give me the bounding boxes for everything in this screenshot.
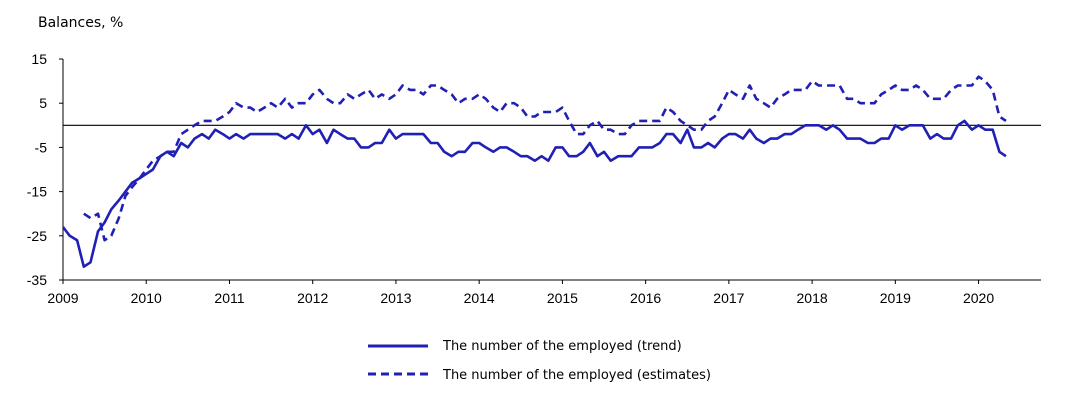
y-tick-label: 5 xyxy=(39,95,47,111)
x-tick-label: 2017 xyxy=(713,290,744,306)
legend: The number of the employed (trend) The n… xyxy=(368,339,711,383)
x-tick-label: 2014 xyxy=(464,290,495,306)
y-tick-label: -15 xyxy=(27,184,47,200)
x-tick-label: 2018 xyxy=(797,290,828,306)
legend-label-trend: The number of the employed (trend) xyxy=(442,339,682,354)
y-axis-ticks: 15 5 -5 -15 -25 -35 xyxy=(27,51,63,288)
x-tick-label: 2016 xyxy=(630,290,661,306)
y-axis-label: Balances, % xyxy=(38,15,123,31)
x-tick-label: 2011 xyxy=(214,290,244,306)
x-axis-ticks: 2009 2010 2011 2012 2013 2014 2015 2016 2017 2018… xyxy=(47,280,994,306)
y-tick-label: -25 xyxy=(27,228,47,244)
series-layer xyxy=(61,75,1007,268)
x-tick-label: 2012 xyxy=(297,290,328,306)
y-tick-label: -35 xyxy=(27,272,47,288)
x-tick-label: 2009 xyxy=(47,290,78,306)
legend-label-estimates: The number of the employed (estimates) xyxy=(442,368,711,383)
x-tick-label: 2010 xyxy=(131,290,162,306)
series-line-estimates xyxy=(83,75,1007,242)
series-line-trend xyxy=(61,119,1007,268)
x-tick-label: 2013 xyxy=(380,290,411,306)
x-tick-label: 2015 xyxy=(547,290,578,306)
x-tick-label: 2019 xyxy=(880,290,911,306)
y-tick-label: 15 xyxy=(31,51,47,67)
x-tick-label: 2020 xyxy=(963,290,994,306)
y-tick-label: -5 xyxy=(35,139,48,155)
